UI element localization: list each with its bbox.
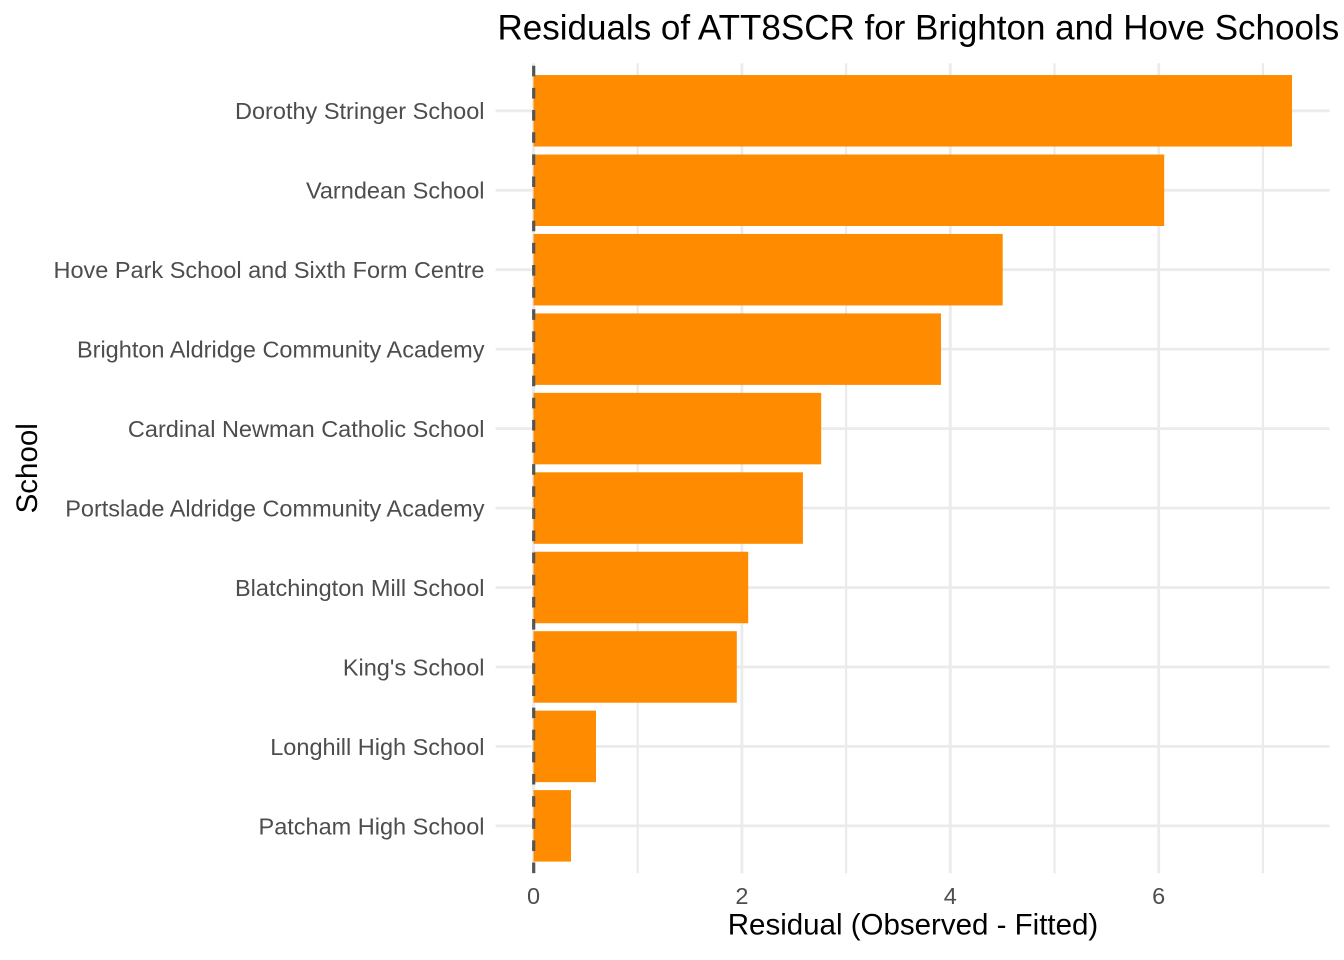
svg-text:0: 0 [527,883,540,909]
svg-text:Portslade Aldridge Community A: Portslade Aldridge Community Academy [65,495,485,521]
svg-text:School: School [11,423,44,513]
svg-text:2: 2 [735,883,748,909]
svg-text:Residual (Observed - Fitted): Residual (Observed - Fitted) [728,908,1099,941]
svg-text:Cardinal Newman Catholic Schoo: Cardinal Newman Catholic School [128,416,485,442]
svg-text:Dorothy Stringer School: Dorothy Stringer School [235,98,484,124]
svg-text:King's School: King's School [343,654,485,680]
svg-text:6: 6 [1152,883,1165,909]
svg-text:Residuals of ATT8SCR for Brigh: Residuals of ATT8SCR for Brighton and Ho… [498,9,1340,48]
svg-text:Longhill High School: Longhill High School [270,734,484,760]
svg-text:4: 4 [944,883,957,909]
svg-text:Brighton Aldridge Community Ac: Brighton Aldridge Community Academy [77,337,485,363]
svg-text:Hove Park School and Sixth For: Hove Park School and Sixth Form Centre [53,257,484,283]
svg-text:Patcham High School: Patcham High School [259,813,485,839]
svg-text:Blatchington Mill School: Blatchington Mill School [235,575,485,601]
svg-text:Varndean School: Varndean School [306,178,485,204]
